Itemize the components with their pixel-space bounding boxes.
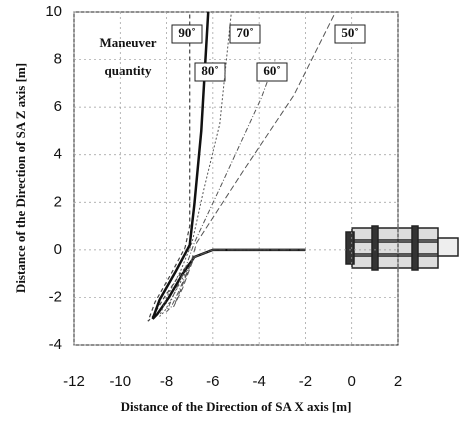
y-tick-label: 8	[54, 51, 62, 68]
annotation: quantity	[105, 63, 152, 78]
x-tick-label: -12	[63, 373, 85, 390]
x-tick-label: -2	[299, 373, 312, 390]
series-label: 50˚	[341, 25, 358, 40]
y-tick-label: -2	[49, 288, 62, 305]
series-line	[148, 12, 305, 321]
x-axis-label: Distance of the Direction of SA X axis […	[121, 399, 352, 414]
series-label: 90˚	[178, 25, 195, 40]
y-axis-label: Distance of the Direction of SA Z axis […	[13, 63, 28, 293]
y-tick-label: 2	[54, 193, 62, 210]
y-tick-label: 6	[54, 98, 62, 115]
plot-frame	[74, 12, 398, 345]
series-line	[160, 12, 306, 316]
x-tick-label: -8	[160, 373, 173, 390]
x-tick-label: 0	[348, 373, 356, 390]
x-tick-label: -10	[109, 373, 131, 390]
y-tick-label: -4	[49, 336, 62, 353]
series-label: 70˚	[236, 25, 253, 40]
spacecraft	[346, 226, 458, 270]
annotation: Maneuver	[99, 35, 156, 50]
y-tick-label: 0	[54, 241, 62, 258]
series-line	[153, 12, 306, 319]
chart: Distance of the Direction of SA Z axis […	[0, 0, 464, 419]
x-tick-label: -4	[252, 373, 265, 390]
x-tick-label: -6	[206, 373, 219, 390]
series-label: 60˚	[263, 63, 280, 78]
series-label: 80˚	[201, 63, 218, 78]
y-tick-label: 10	[45, 3, 62, 20]
y-tick-label: 4	[54, 146, 62, 163]
x-tick-label: 2	[394, 373, 402, 390]
